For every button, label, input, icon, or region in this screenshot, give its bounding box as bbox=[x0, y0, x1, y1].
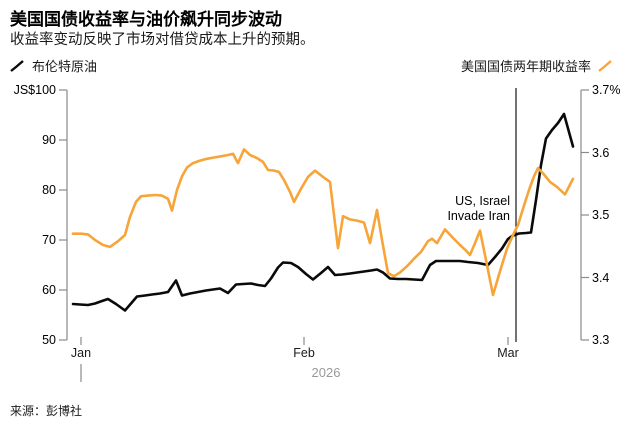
legend-yield-label: 美国国债两年期收益率 bbox=[460, 59, 591, 74]
brent-line-marker-icon bbox=[10, 59, 24, 72]
legend-yield: 美国国债两年期收益率 bbox=[461, 56, 613, 75]
chart-title: 美国国债收益率与油价飙升同步波动 bbox=[10, 10, 282, 29]
legend-brent: 布伦特原油 bbox=[10, 56, 97, 75]
yield-line-marker-icon bbox=[598, 59, 612, 72]
chart-subtitle: 收益率变动反映了市场对借贷成本上升的预期。 bbox=[10, 32, 315, 48]
source-note: 来源：彭博社 bbox=[10, 404, 83, 418]
yield-series-line bbox=[71, 148, 575, 297]
brent-series-line bbox=[71, 112, 575, 312]
legend-brent-label: 布伦特原油 bbox=[32, 59, 98, 74]
